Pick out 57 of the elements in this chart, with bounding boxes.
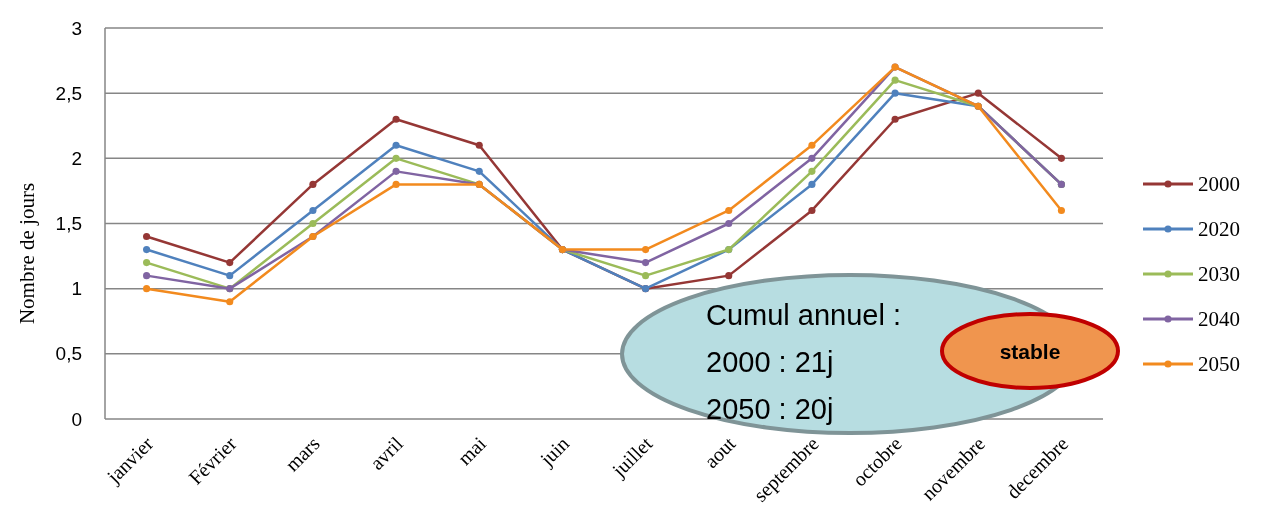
point	[309, 206, 317, 215]
point	[808, 167, 816, 175]
y-tick-label: 1	[71, 278, 82, 300]
point	[475, 167, 483, 175]
point	[808, 141, 816, 149]
point	[226, 272, 234, 280]
point	[143, 232, 151, 241]
point	[143, 285, 151, 293]
point	[143, 259, 151, 267]
point	[1057, 206, 1065, 215]
x-tick-label: avril	[365, 431, 408, 474]
point	[309, 219, 317, 228]
x-tick-label: mai	[453, 431, 491, 470]
point	[392, 167, 400, 175]
annotation: stable	[999, 340, 1061, 364]
point	[392, 180, 400, 188]
point	[725, 206, 733, 215]
point	[891, 89, 899, 97]
y-axis-title: Nombre de jours	[15, 182, 39, 325]
point	[891, 115, 899, 123]
point	[392, 154, 400, 162]
y-tick-label: 2,5	[55, 82, 82, 104]
y-tick-label: 3	[71, 17, 82, 39]
x-tick-label: mars	[280, 432, 324, 476]
x-tick-label: aout	[699, 431, 740, 473]
annotation: 2050 : 20j	[706, 393, 834, 426]
point	[309, 180, 317, 188]
y-tick-label: 1,5	[55, 213, 82, 235]
point	[143, 246, 151, 254]
x-tick-label: juin	[534, 432, 574, 472]
point	[642, 246, 650, 254]
legend-label: 2040	[1198, 307, 1240, 332]
point	[392, 115, 400, 123]
legend-label: 2030	[1198, 262, 1240, 287]
legend-label: 2050	[1198, 352, 1240, 377]
point	[808, 154, 816, 162]
point	[392, 141, 400, 149]
point	[974, 89, 982, 97]
point	[1057, 154, 1065, 162]
y-tick-label: 2	[71, 147, 82, 169]
legend-label: 2000	[1198, 172, 1240, 197]
point	[808, 180, 816, 188]
point	[226, 259, 234, 267]
point	[143, 272, 151, 280]
legend-label: 2020	[1198, 217, 1240, 242]
point	[642, 259, 650, 267]
y-tick-label: 0	[71, 408, 82, 430]
point	[642, 272, 650, 280]
annotation: Cumul annuel :	[706, 299, 902, 332]
y-tick-label: 0,5	[55, 343, 82, 365]
point	[725, 272, 733, 280]
annotation: 2000 : 21j	[706, 346, 834, 379]
point	[725, 219, 733, 228]
point	[475, 141, 483, 149]
point	[226, 298, 234, 306]
point	[891, 76, 899, 84]
point	[808, 206, 816, 215]
